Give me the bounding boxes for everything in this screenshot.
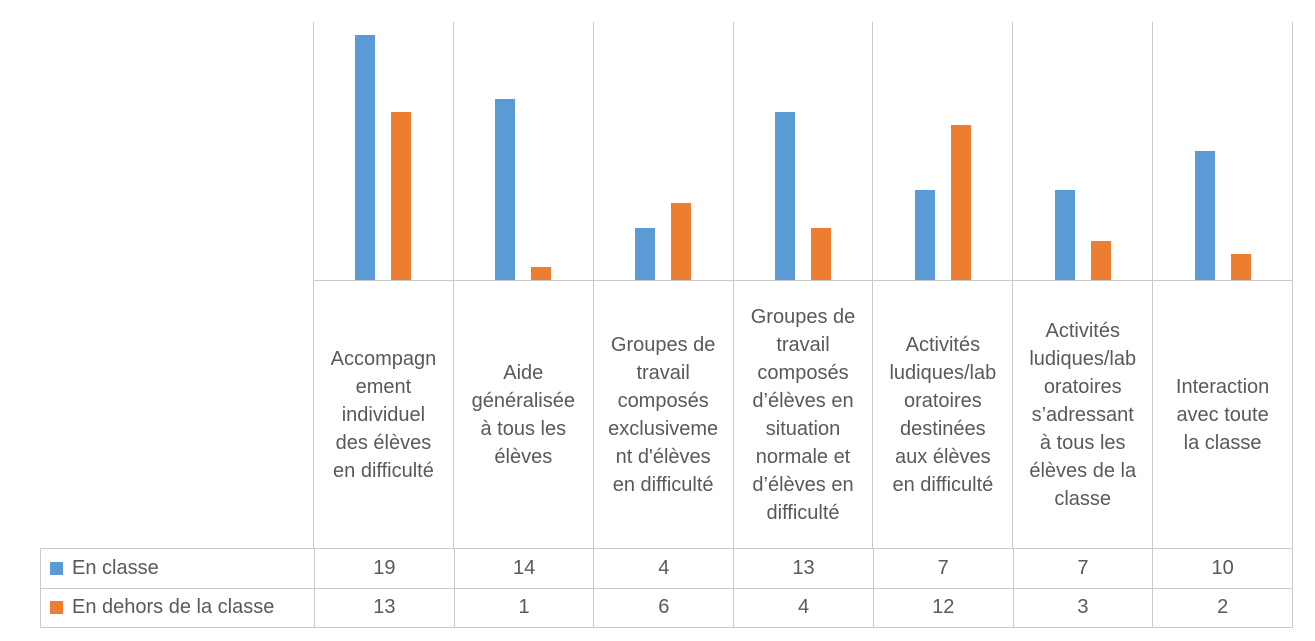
legend-cell: En dehors de la classe: [41, 589, 314, 628]
table-value: 19: [314, 549, 454, 588]
table-value: 7: [1012, 549, 1153, 588]
category-column: [313, 22, 453, 280]
table-value: 1: [453, 588, 594, 627]
category-column: [732, 22, 873, 280]
legend-series-name: En classe: [72, 556, 159, 579]
table-value: 10: [1152, 549, 1292, 588]
table-value: 14: [453, 549, 594, 588]
category-label: Aide généralisée à tous les élèves: [452, 281, 593, 548]
category-label: Groupes de travail composés d’élèves en …: [732, 281, 873, 548]
data-table: En classe 19 14 4 13 7 7 10 En dehors de la clas…: [40, 548, 1293, 628]
table-value: 6: [593, 588, 733, 627]
table-value: 13: [314, 588, 454, 627]
table-value: 4: [733, 588, 873, 627]
bar-series-1: [1194, 151, 1215, 280]
table-value: 12: [872, 588, 1013, 627]
category-column: [1012, 22, 1152, 280]
category-label: Interaction avec toute la classe: [1152, 281, 1292, 548]
legend-swatch-icon: [50, 561, 63, 575]
bar-series-2: [950, 125, 971, 280]
bar-series-2: [1230, 254, 1251, 280]
table-value: 13: [733, 549, 873, 588]
table-row: En classe 19 14 4 13 7 7 10: [41, 549, 1292, 588]
bar-series-2: [811, 228, 831, 280]
category-label: Activités ludiques/lab oratoires destiné…: [872, 281, 1012, 548]
bar-series-1: [635, 228, 656, 280]
bar-series-1: [775, 112, 795, 280]
legend-cell: En classe: [41, 549, 314, 588]
bar-series-2: [391, 112, 412, 280]
category-axis-labels: Accompagn ement individuel des élèves en…: [313, 281, 1293, 548]
bar-series-1: [914, 189, 935, 280]
category-column: [1152, 22, 1292, 280]
category-column: [452, 22, 593, 280]
bar-series-1: [495, 99, 516, 280]
table-value: 4: [593, 549, 733, 588]
legend-series-name: En dehors de la classe: [72, 596, 275, 619]
category-column: [592, 22, 733, 280]
category-column: [872, 22, 1012, 280]
bar-series-1: [1054, 189, 1075, 280]
bar-series-1: [355, 34, 376, 280]
category-label: Activités ludiques/lab oratoires s’adres…: [1012, 281, 1152, 548]
table-row: En dehors de la classe 13 1 6 4 12 3 2: [41, 587, 1292, 628]
table-value: 2: [1152, 588, 1292, 627]
legend-swatch-icon: [50, 601, 63, 615]
table-value: 7: [872, 549, 1013, 588]
bar-series-2: [671, 202, 692, 280]
category-label: Accompagn ement individuel des élèves en…: [313, 281, 453, 548]
bar-series-2: [1090, 241, 1111, 280]
table-value: 3: [1012, 588, 1153, 627]
bar-series-2: [531, 267, 552, 280]
plot-area: [313, 22, 1293, 281]
category-label: Groupes de travail composés exclusiveme …: [592, 281, 733, 548]
